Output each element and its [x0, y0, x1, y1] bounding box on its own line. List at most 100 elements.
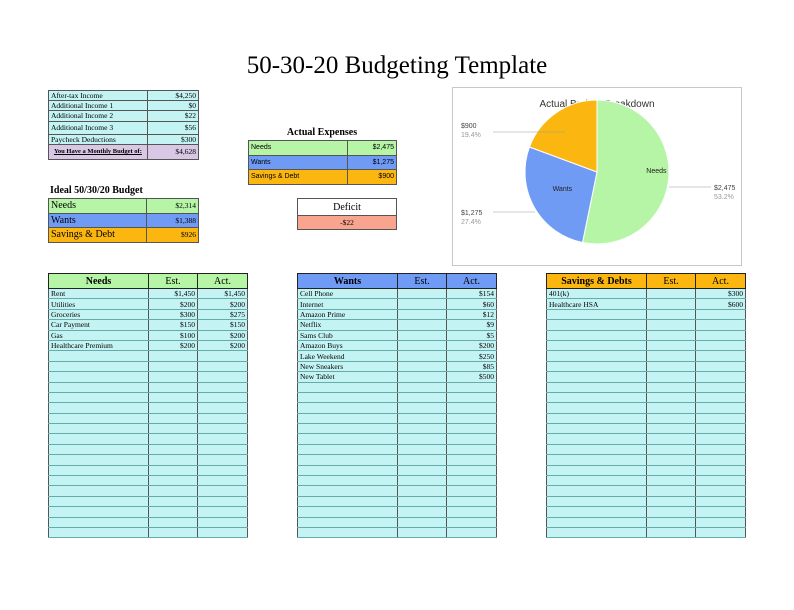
- est-cell[interactable]: $150: [148, 319, 198, 331]
- item-cell[interactable]: [546, 309, 647, 321]
- est-cell[interactable]: [397, 392, 447, 404]
- est-cell[interactable]: [646, 475, 696, 487]
- act-cell[interactable]: [695, 350, 746, 362]
- item-cell[interactable]: 401(k): [546, 288, 647, 300]
- est-cell[interactable]: [148, 350, 198, 362]
- act-cell[interactable]: $12: [446, 309, 497, 321]
- item-cell[interactable]: [546, 465, 647, 477]
- item-cell[interactable]: Internet: [297, 298, 398, 310]
- act-cell[interactable]: $150: [197, 319, 248, 331]
- pie-slice[interactable]: [581, 99, 670, 245]
- item-cell[interactable]: [297, 485, 398, 497]
- act-cell[interactable]: [695, 444, 746, 456]
- item-cell[interactable]: [546, 392, 647, 404]
- item-cell[interactable]: [546, 485, 647, 497]
- est-cell[interactable]: [646, 454, 696, 466]
- est-cell[interactable]: [148, 454, 198, 466]
- est-cell[interactable]: [397, 517, 447, 529]
- item-cell[interactable]: [297, 423, 398, 435]
- item-cell[interactable]: Sams Club: [297, 330, 398, 341]
- est-cell[interactable]: [148, 506, 198, 518]
- est-cell[interactable]: [397, 413, 447, 425]
- act-cell[interactable]: [695, 485, 746, 497]
- act-cell[interactable]: [197, 402, 248, 414]
- item-cell[interactable]: Rent: [48, 288, 149, 300]
- act-cell[interactable]: [695, 319, 746, 331]
- act-cell[interactable]: [446, 382, 497, 393]
- item-cell[interactable]: Lake Weekend: [297, 350, 398, 362]
- est-cell[interactable]: [397, 423, 447, 435]
- act-cell[interactable]: [197, 371, 248, 383]
- pie-slice[interactable]: [528, 99, 598, 173]
- act-cell[interactable]: $275: [197, 309, 248, 321]
- income-value[interactable]: $56: [146, 120, 200, 135]
- income-value[interactable]: $0: [146, 100, 200, 112]
- act-cell[interactable]: $200: [197, 298, 248, 310]
- act-cell[interactable]: [197, 506, 248, 518]
- act-cell[interactable]: [197, 485, 248, 497]
- act-cell[interactable]: [446, 413, 497, 425]
- item-cell[interactable]: [48, 402, 149, 414]
- item-cell[interactable]: [546, 361, 647, 373]
- item-cell[interactable]: Amazon Prime: [297, 309, 398, 321]
- act-cell[interactable]: [695, 340, 746, 352]
- item-cell[interactable]: [297, 392, 398, 404]
- act-cell[interactable]: [446, 517, 497, 529]
- item-cell[interactable]: [546, 340, 647, 352]
- item-cell[interactable]: [546, 496, 647, 508]
- est-cell[interactable]: [397, 382, 447, 393]
- act-cell[interactable]: [446, 506, 497, 518]
- est-cell[interactable]: [397, 361, 447, 373]
- item-cell[interactable]: Healthcare HSA: [546, 298, 647, 310]
- item-cell[interactable]: [48, 454, 149, 466]
- income-value[interactable]: $4,250: [146, 89, 200, 102]
- act-cell[interactable]: [446, 423, 497, 435]
- act-cell[interactable]: $1,450: [197, 288, 248, 300]
- est-cell[interactable]: [646, 340, 696, 352]
- est-cell[interactable]: [646, 423, 696, 435]
- item-cell[interactable]: [48, 496, 149, 508]
- est-cell[interactable]: [646, 496, 696, 508]
- est-cell[interactable]: [646, 382, 696, 393]
- est-cell[interactable]: [397, 465, 447, 477]
- act-cell[interactable]: [197, 496, 248, 508]
- est-cell[interactable]: [397, 309, 447, 321]
- est-cell[interactable]: [397, 298, 447, 310]
- est-cell[interactable]: [148, 361, 198, 373]
- item-cell[interactable]: [48, 350, 149, 362]
- income-value[interactable]: $300: [146, 133, 200, 145]
- est-cell[interactable]: [148, 475, 198, 487]
- act-cell[interactable]: [197, 350, 248, 362]
- item-cell[interactable]: Cell Phone: [297, 288, 398, 300]
- est-cell[interactable]: [646, 413, 696, 425]
- item-cell[interactable]: Amazon Buys: [297, 340, 398, 352]
- act-cell[interactable]: [695, 454, 746, 466]
- act-cell[interactable]: [197, 413, 248, 425]
- item-cell[interactable]: [546, 444, 647, 456]
- act-cell[interactable]: [446, 392, 497, 404]
- est-cell[interactable]: [646, 402, 696, 414]
- act-cell[interactable]: [446, 496, 497, 508]
- est-cell[interactable]: [646, 288, 696, 300]
- act-cell[interactable]: [197, 454, 248, 466]
- item-cell[interactable]: [297, 454, 398, 466]
- item-cell[interactable]: [297, 496, 398, 508]
- est-cell[interactable]: [397, 506, 447, 518]
- est-cell[interactable]: [646, 517, 696, 529]
- item-cell[interactable]: Netflix: [297, 319, 398, 331]
- est-cell[interactable]: [148, 433, 198, 445]
- act-cell[interactable]: [197, 361, 248, 373]
- act-cell[interactable]: [695, 392, 746, 404]
- income-value[interactable]: $22: [146, 110, 200, 122]
- est-cell[interactable]: [397, 527, 447, 539]
- item-cell[interactable]: Healthcare Premium: [48, 340, 149, 352]
- est-cell[interactable]: [646, 350, 696, 362]
- est-cell[interactable]: [646, 465, 696, 477]
- item-cell[interactable]: Groceries: [48, 309, 149, 321]
- item-cell[interactable]: [48, 485, 149, 497]
- est-cell[interactable]: [148, 423, 198, 435]
- item-cell[interactable]: [48, 361, 149, 373]
- est-cell[interactable]: [646, 392, 696, 404]
- est-cell[interactable]: [397, 288, 447, 300]
- act-cell[interactable]: $300: [695, 288, 746, 300]
